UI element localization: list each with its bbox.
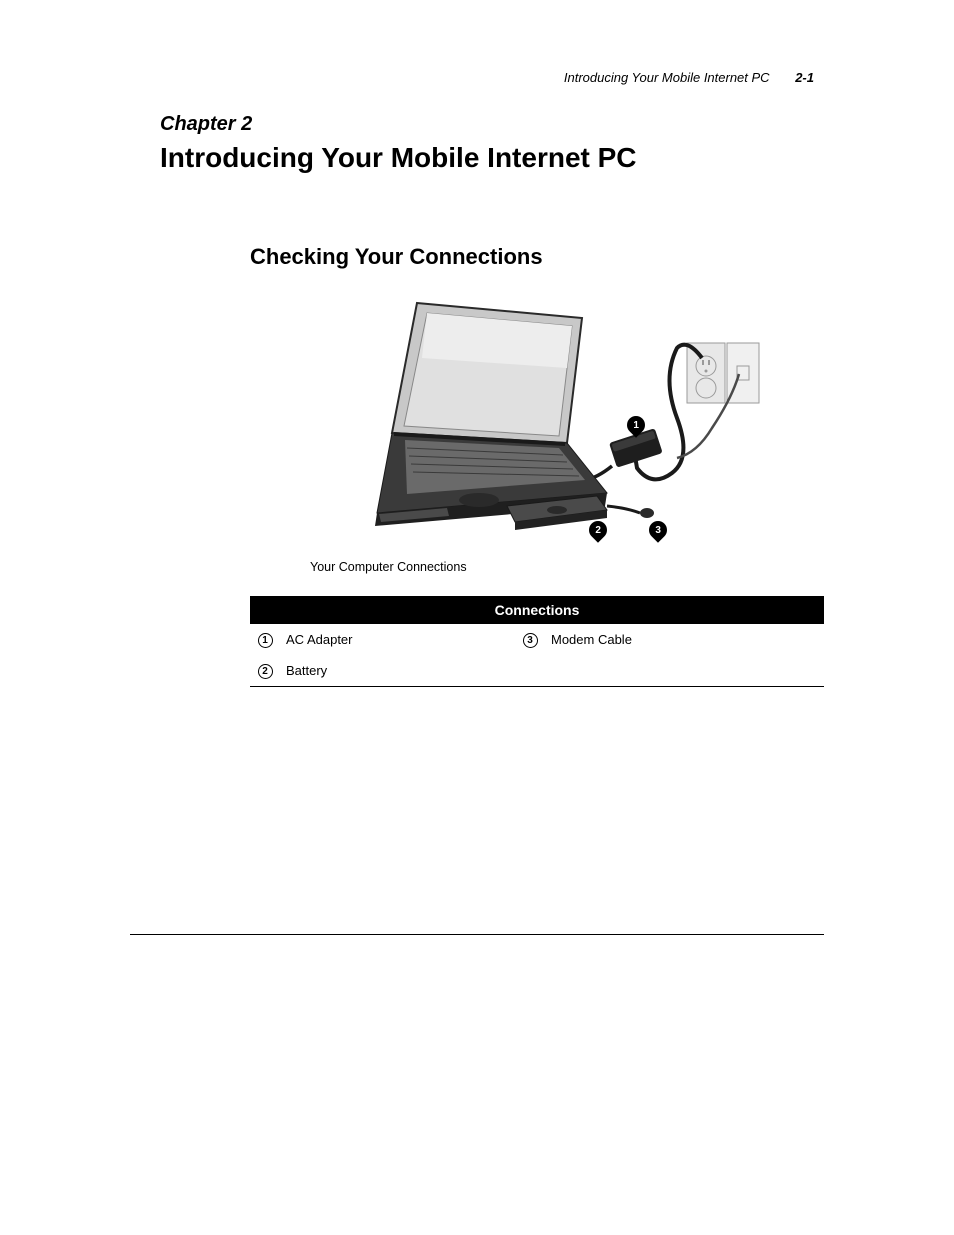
chapter-label: Chapter 2 [160,113,824,136]
document-page: Introducing Your Mobile Internet PC 2-1 … [0,0,954,1235]
row2-label: Battery [280,655,515,687]
chapter-title: Introducing Your Mobile Internet PC [160,142,824,174]
page-number: 2-1 [795,70,814,85]
running-header: Introducing Your Mobile Internet PC 2-1 [160,70,824,85]
laptop-connections-figure: 1 2 3 [307,288,767,548]
row2-num: 2 [258,664,273,679]
section-title: Checking Your Connections [250,244,824,270]
row1-num: 1 [258,633,273,648]
row1-label2: Modem Cable [545,624,824,655]
laptop-illustration [307,288,767,548]
table-header: Connections [250,596,824,624]
footer-rule [130,934,824,935]
running-title: Introducing Your Mobile Internet PC [564,70,770,85]
table-row: 2 Battery [250,655,824,687]
row2-label2 [545,655,824,687]
section-block: Checking Your Connections [250,244,824,687]
figure-caption: Your Computer Connections [310,560,824,574]
row1-label: AC Adapter [280,624,515,655]
connections-table: Connections 1 AC Adapter 3 Modem Cable 2… [250,596,824,687]
row2-num2 [515,655,545,687]
table-row: 1 AC Adapter 3 Modem Cable [250,624,824,655]
row1-num2: 3 [523,633,538,648]
